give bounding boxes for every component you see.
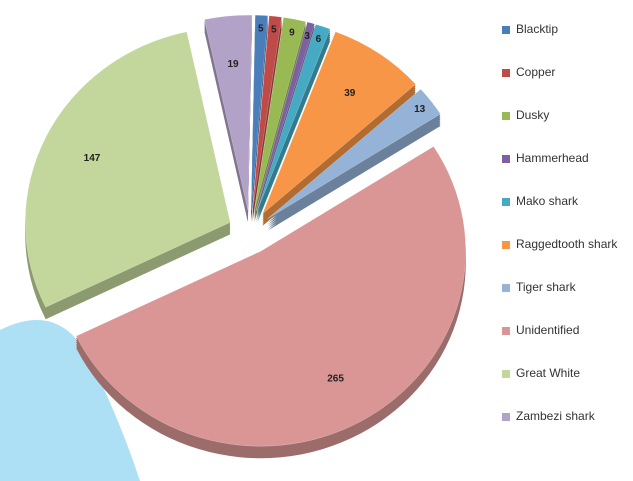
slice-side [252, 19, 282, 215]
slice [254, 17, 307, 211]
data-label: 265 [327, 374, 344, 385]
slice [204, 14, 253, 211]
legend-swatch [502, 413, 510, 421]
slice-side [252, 27, 282, 223]
data-label: 3 [304, 31, 310, 42]
legend-label: Mako shark [516, 194, 579, 208]
slice-side [255, 26, 315, 215]
data-label: 6 [316, 34, 322, 45]
slice [250, 14, 269, 211]
legend-label: Great White [516, 366, 580, 380]
slice [262, 31, 417, 215]
legend-label: Blacktip [516, 22, 558, 36]
pie: 5 5 9 3 6 39 13 265 147 19 [24, 14, 466, 459]
legend-label: Hammerhead [516, 151, 589, 165]
data-label: 5 [271, 25, 277, 36]
legend-label: Raggedtooth shark [516, 237, 618, 251]
slice-side [252, 23, 282, 219]
data-label: 5 [258, 24, 264, 35]
legend-swatch [502, 198, 510, 206]
data-label: 19 [227, 59, 239, 70]
slice [255, 21, 315, 211]
slice [24, 31, 231, 308]
data-label: 147 [84, 153, 101, 164]
legend-label: Unidentified [516, 323, 579, 337]
slice [267, 88, 441, 219]
slice [75, 146, 466, 447]
slice-side [252, 25, 282, 221]
legend-swatch [502, 112, 510, 120]
legend-label: Zambezi shark [516, 409, 596, 423]
data-label: 13 [414, 104, 426, 115]
legend-swatch [502, 26, 510, 34]
slice-side [252, 17, 282, 213]
legend-swatch [502, 241, 510, 249]
legend-swatch [502, 69, 510, 77]
slice [256, 24, 331, 212]
slice [252, 15, 282, 211]
legend-swatch [502, 327, 510, 335]
data-label: 39 [344, 88, 356, 99]
legend-swatch [502, 370, 510, 378]
legend-label: Dusky [516, 108, 549, 122]
legend-swatch [502, 155, 510, 163]
background-shape [0, 320, 140, 481]
legend-label: Tiger shark [516, 280, 577, 294]
slice-side [255, 24, 315, 213]
legend-label: Copper [516, 65, 555, 79]
legend-swatch [502, 284, 510, 292]
legend: Blacktip Copper Dusky Hammerhead Mako shark R… [502, 22, 618, 423]
slice-side [252, 21, 282, 217]
data-label: 9 [289, 27, 295, 38]
